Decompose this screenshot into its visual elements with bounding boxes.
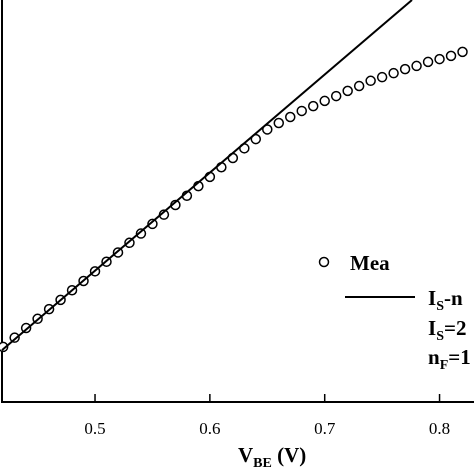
x-label-main: V [238,443,253,467]
legend-sub: S [436,299,444,314]
x-label-rest: (V) [272,443,306,467]
data-point [434,53,445,65]
legend-rest: -n [444,286,463,310]
annotation-sub: F [440,358,449,373]
legend-label: Mea [350,251,390,275]
data-point [135,228,147,239]
annotation-rest: =2 [444,316,466,340]
data-point [353,80,365,92]
data-point [273,117,285,129]
data-point [365,75,376,87]
data-point [399,63,411,75]
data-point [342,85,353,97]
data-point [457,46,468,58]
data-point [330,90,342,102]
data-point [376,71,388,83]
data-point [411,60,422,72]
data-point [9,332,20,343]
data-point [422,56,434,68]
fit-line [1,0,413,351]
annotation-rest: =1 [448,345,470,369]
annotation-sub: S [436,329,444,344]
annotation: IS=2 [428,316,466,344]
x-tick-label: 0.7 [314,419,336,438]
x-tick-label: 0.5 [84,419,105,438]
data-point [262,124,273,135]
x-label-sub: BE [253,456,272,471]
legend-label: IS-n [428,286,463,314]
data-point [147,218,158,230]
data-point [445,50,457,62]
data-point [285,111,296,123]
annotation: nF=1 [428,345,471,373]
annotation-main: n [428,345,440,369]
data-point [388,67,399,79]
annotation-main: I [428,316,436,340]
legend-marker [318,256,330,268]
legend-main: I [428,286,436,310]
data-point [319,95,330,107]
x-tick-label: 0.6 [199,419,220,438]
x-axis-label: VBE (V) [238,443,306,471]
data-point [296,105,307,117]
data-point [307,100,319,112]
x-tick-label: 0.8 [429,419,450,438]
